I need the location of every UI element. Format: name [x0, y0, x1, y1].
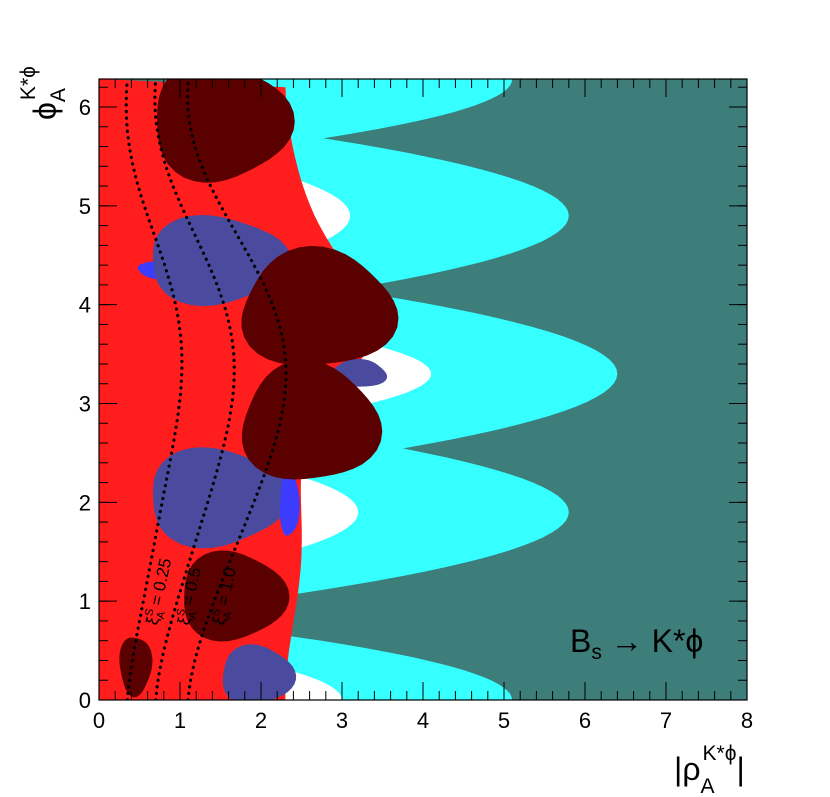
axis-ticks: 0 1 2 3 4 5 6 7 8 0 1 2 3 4 5 6 [79, 79, 753, 733]
x-tick-label: 2 [255, 708, 267, 733]
region-darkred-blob [157, 79, 295, 183]
x-tick-label: 8 [741, 708, 753, 733]
contour-line [185, 80, 288, 700]
contour-line [153, 80, 236, 700]
region-darkred-blob [119, 637, 153, 698]
heatmap-regions [99, 79, 747, 700]
y-tick-label: 6 [79, 95, 91, 120]
contour-lines [124, 80, 288, 700]
x-tick-label: 3 [336, 708, 348, 733]
y-tick-label: 2 [79, 490, 91, 515]
region-cyan-lobe [261, 79, 513, 145]
x-tick-label: 5 [498, 708, 510, 733]
region-darkred-blob [242, 359, 383, 480]
chart-annotation: Bs → K*ϕ [570, 623, 703, 664]
region-darkred-blob [184, 550, 290, 642]
y-axis-title: ϕAK*ϕ [17, 66, 70, 120]
x-tick-label: 1 [174, 708, 186, 733]
x-tick-label: 6 [579, 708, 591, 733]
region-slate-blob [222, 644, 297, 700]
region-blue-blob [280, 465, 300, 536]
region-darkred-blob [241, 245, 399, 366]
y-tick-label: 4 [79, 293, 91, 318]
y-tick-label: 5 [79, 194, 91, 219]
region-slate-blob [153, 447, 291, 549]
x-tick-label: 7 [660, 708, 672, 733]
y-tick-label: 3 [79, 391, 91, 416]
y-tick-label: 0 [79, 688, 91, 713]
x-tick-label: 4 [417, 708, 429, 733]
y-tick-label: 1 [79, 589, 91, 614]
x-tick-label: 0 [93, 708, 105, 733]
x-axis-title: |ρAK*ϕ| [674, 742, 745, 797]
contour-line [124, 80, 184, 700]
